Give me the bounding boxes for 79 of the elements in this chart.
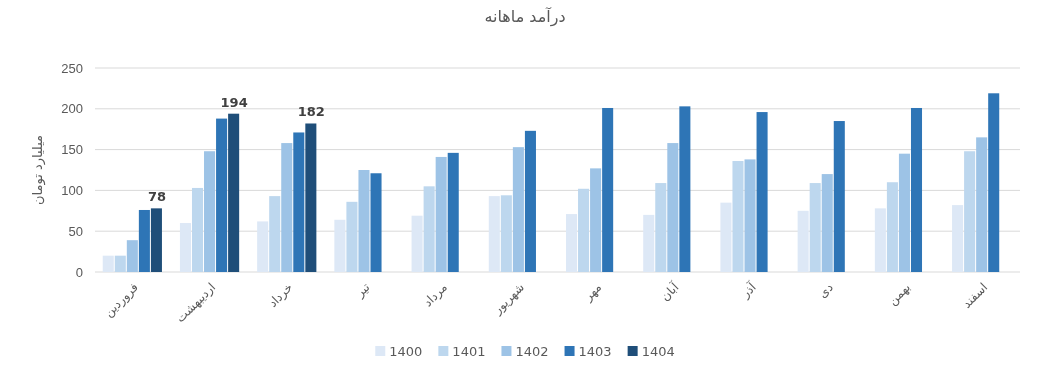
bar [874,208,886,272]
data-label: 194 [220,94,248,110]
x-tick-label: مهر [580,280,605,305]
bar [293,132,305,272]
bar [435,156,447,272]
bar [756,112,768,272]
bar [578,188,590,272]
bar [204,151,216,272]
bar [281,143,293,272]
y-tick-label: 150 [61,142,83,158]
legend-label: 1404 [641,344,675,359]
y-tick-label: 50 [68,223,83,239]
bar [257,221,269,272]
bar [358,170,370,272]
bar [191,187,204,272]
bar [216,118,228,272]
bar [179,223,191,272]
bar [346,201,358,272]
legend-label: 1400 [389,344,423,359]
x-tick-label: اسفند [959,280,991,311]
bar [228,113,240,272]
bar [809,183,821,272]
bar [512,147,524,272]
bar [411,215,423,272]
data-label: 78 [147,189,166,205]
bar [590,168,602,272]
chart-title: درآمد ماهانه [484,7,566,27]
bar [150,208,162,272]
legend-label: 1403 [578,344,612,359]
bar [797,210,809,272]
bar [898,153,910,272]
x-tick-label: خرداد [265,280,297,311]
x-tick-label: شهریور [489,280,528,319]
legend-label: 1402 [515,344,549,359]
bar [269,196,281,272]
bar [102,255,114,272]
x-tick-label: دی [815,280,836,301]
x-tick-label: مرداد [420,280,451,310]
y-axis-title: میلیارد تومان [30,134,46,206]
y-tick-label: 100 [61,183,83,199]
bar [114,255,126,272]
bar [500,195,512,272]
bar [643,214,655,272]
bar [370,173,382,272]
bar [833,121,845,272]
bar [524,130,536,272]
bar [126,240,138,272]
bar [655,183,667,272]
x-tick-label: بهمن [885,280,914,309]
bar [447,152,459,272]
x-tick-label: فروردین [101,280,142,321]
bar [952,205,964,272]
bar [565,214,578,272]
bar [732,161,744,272]
data-label: 182 [297,104,325,120]
y-tick-label: 0 [75,264,83,280]
bar [910,107,923,272]
bar [821,174,833,272]
bar [976,137,988,272]
bar [602,107,614,272]
bar [720,202,732,272]
legend-label: 1401 [452,344,486,359]
bar [423,186,435,272]
x-tick-label: اردیبهشت [173,280,219,326]
bar [334,219,346,272]
bar [488,196,500,272]
bar [138,209,150,272]
bar [886,182,898,272]
bar [305,123,317,272]
bar [679,106,691,272]
bar [744,159,756,272]
x-tick-label: تیر [352,280,374,302]
y-tick-label: 200 [61,101,83,117]
bar [964,151,976,272]
x-tick-label: آبان [657,279,682,304]
bar [667,143,679,272]
bar [988,93,1000,272]
x-tick-label: آذر [737,279,760,302]
y-tick-label: 250 [61,60,83,76]
